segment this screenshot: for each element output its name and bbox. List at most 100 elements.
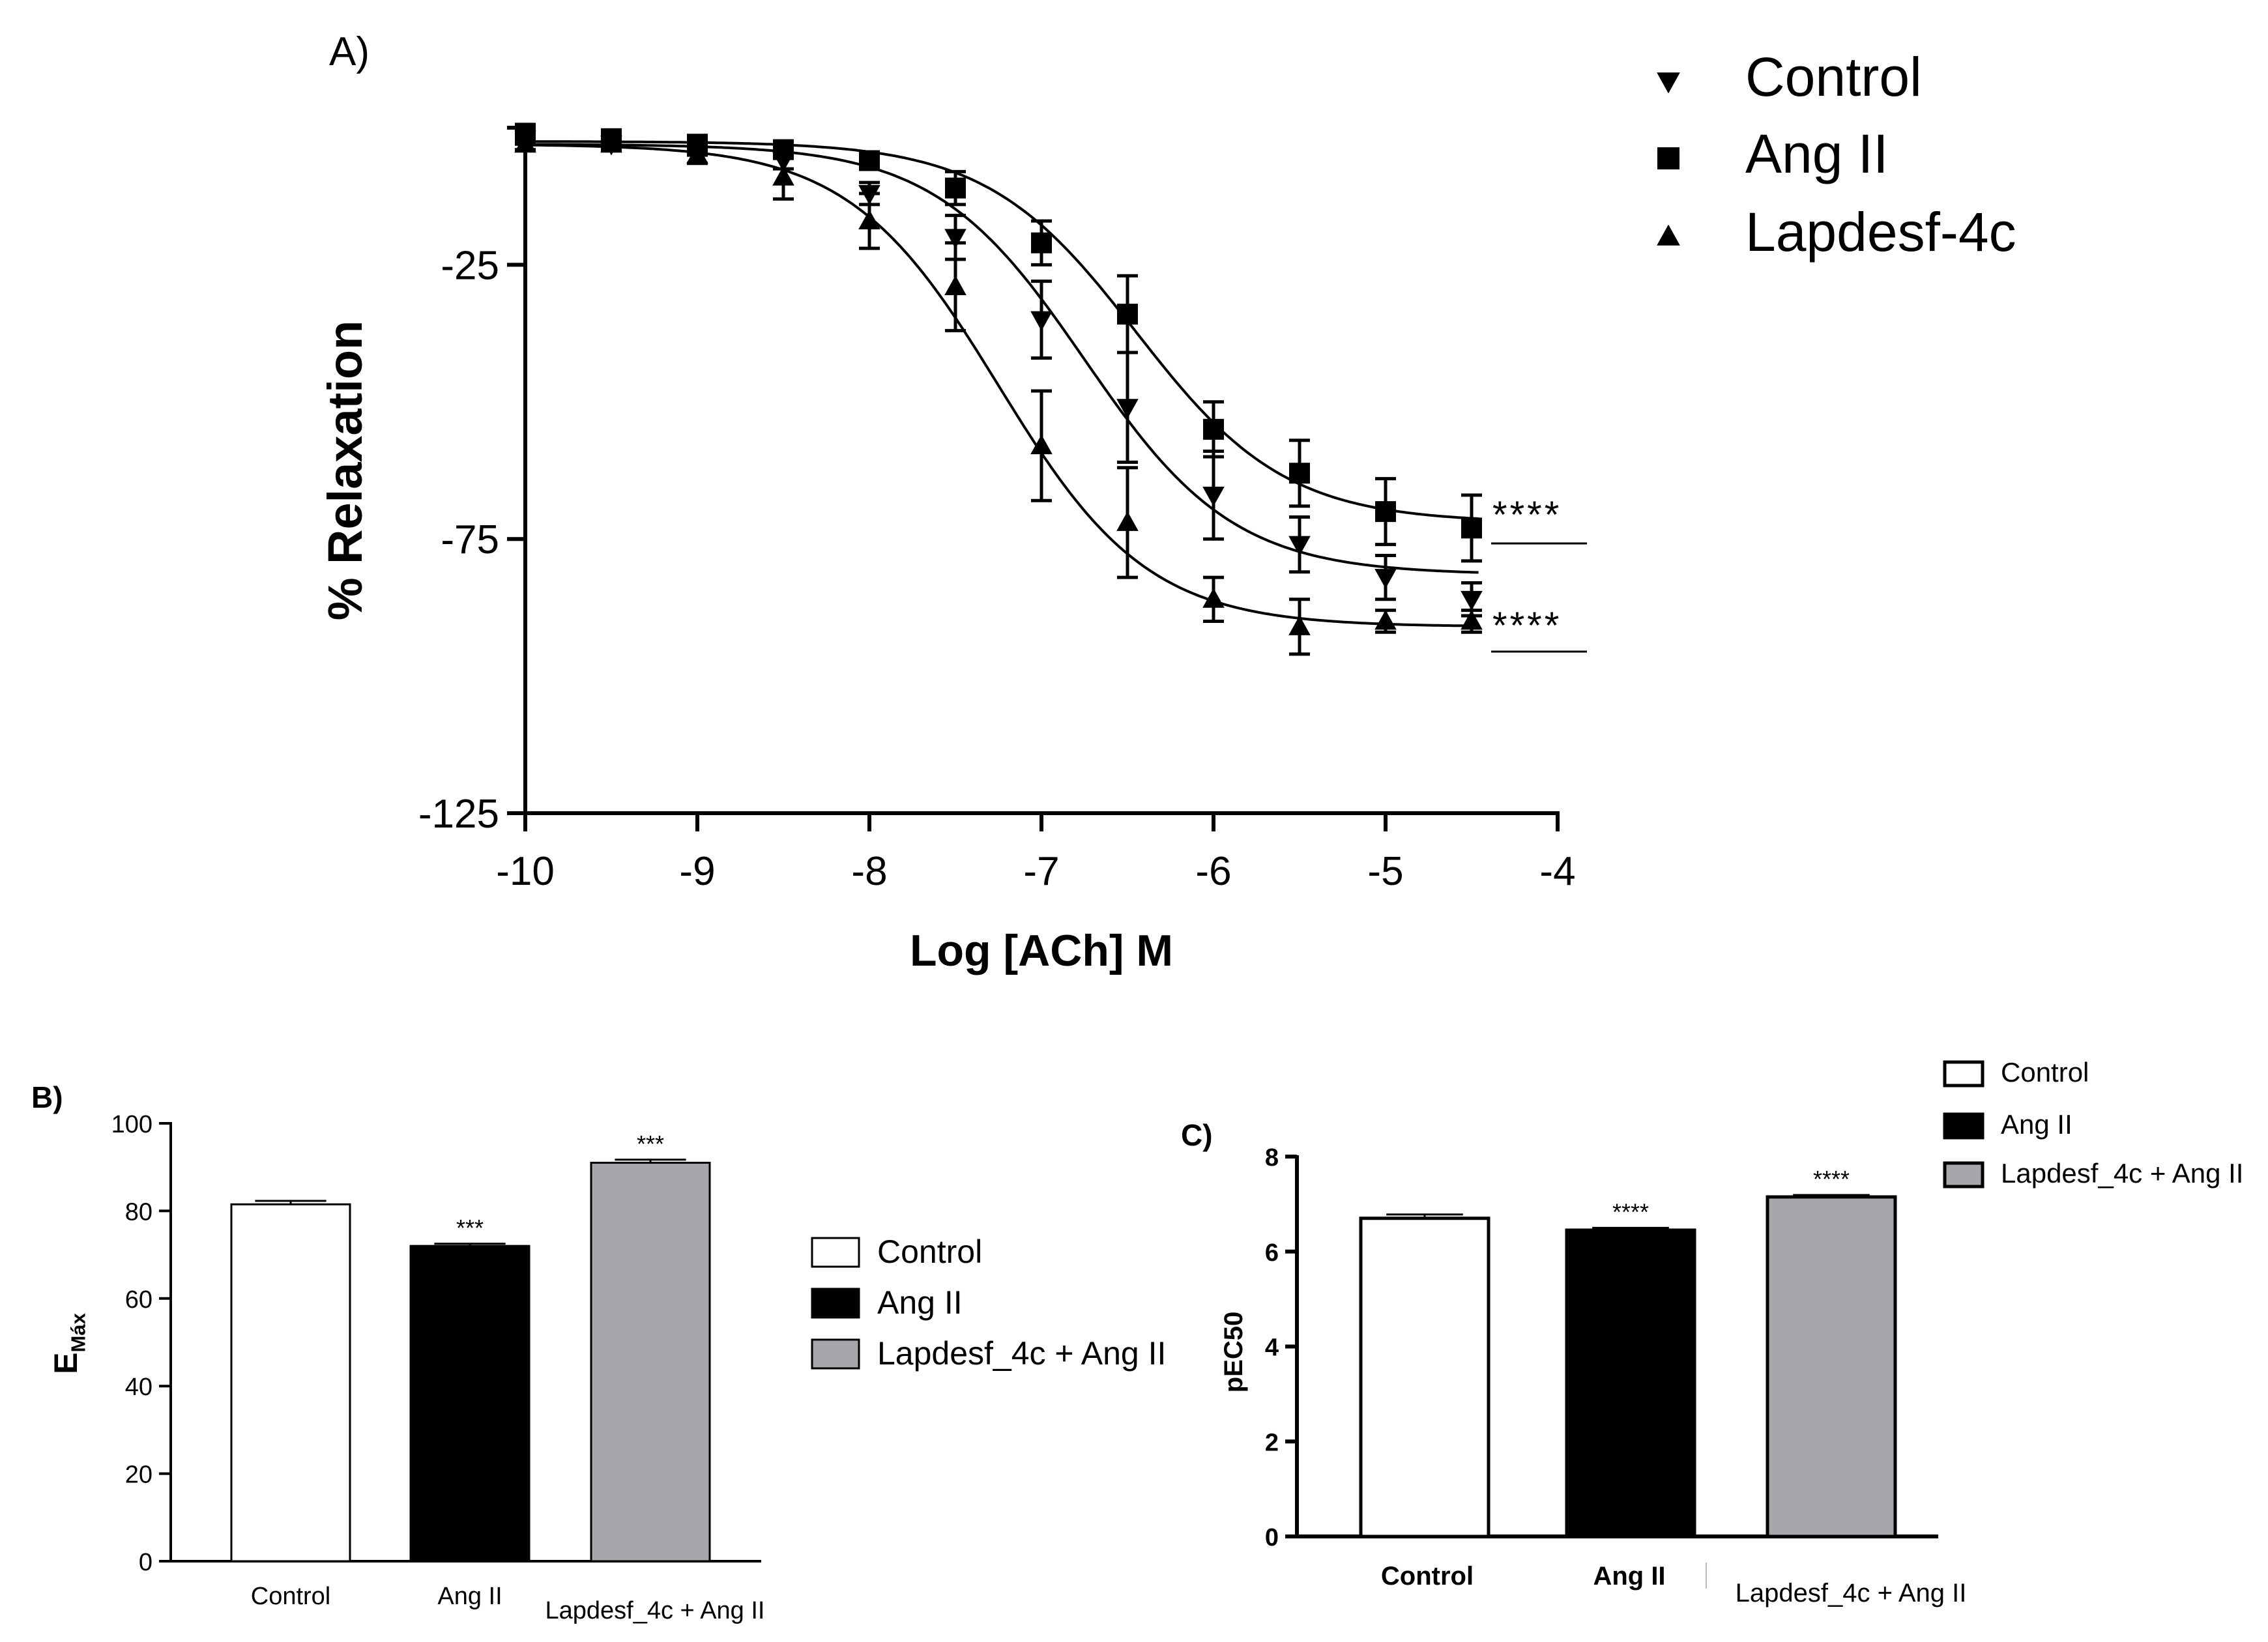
panel-a-point-square (1461, 517, 1482, 539)
panel-a-label: A) (329, 29, 370, 74)
panel-a-y-tick-label: -75 (441, 517, 499, 562)
y-tick-label: 2 (1265, 1429, 1279, 1456)
y-tick-label: 40 (125, 1374, 153, 1401)
panel-a-point-triangle-down (1202, 486, 1225, 507)
y-tick-label: 0 (1265, 1524, 1279, 1551)
category-label: Lapdesf_4c + Ang II (1736, 1579, 1967, 1607)
bar-1 (1359, 1217, 1490, 1538)
bar-2 (409, 1245, 531, 1563)
y-axis-title: EMáx (48, 1312, 90, 1374)
panel-a-dose-response-chart: A) -10 -9 -8 -7 -6 -5 -4 -25 -75 -125 Log [ACh] M % … (318, 29, 2016, 975)
panel-a-point-square (1289, 463, 1310, 484)
panel-a-point-triangle-up (1461, 610, 1483, 630)
y-tick-label: 80 (125, 1198, 153, 1226)
panel-a-y-tick-label: -125 (418, 792, 499, 837)
panel-a-significance-mark: **** (1492, 494, 1562, 536)
panel-a-legend-label: Lapdesf-4c (1745, 201, 2016, 263)
panel-a-legend-marker-triangle-down (1657, 72, 1680, 94)
panel-a-point-triangle-up (1116, 511, 1139, 531)
panel-a-point-square (945, 177, 966, 199)
significance-mark: **** (1813, 1166, 1850, 1192)
y-tick-label: 100 (111, 1111, 153, 1138)
panel-a-x-tick-label: -4 (1539, 849, 1575, 894)
category-label: Control (251, 1583, 331, 1610)
legend-swatch (811, 1237, 860, 1268)
y-axis-title-main: E (48, 1352, 84, 1374)
y-axis-title-subscript: Máx (67, 1312, 90, 1352)
panel-a-point-square (1375, 501, 1396, 523)
y-tick-label: 60 (125, 1286, 153, 1314)
panel-a-point-triangle-up (772, 166, 794, 186)
panel-a-point-triangle-up (600, 132, 622, 153)
panel-a-fit-curve-0 (525, 143, 1479, 574)
legend-swatch (1943, 1161, 1984, 1188)
panel-a-point-triangle-down (1374, 569, 1397, 589)
panel-a-point-square (859, 150, 880, 171)
panel-a-point-square (1031, 232, 1052, 253)
bar-3 (590, 1161, 711, 1563)
y-tick-label: 6 (1265, 1239, 1279, 1267)
panel-a-point-triangle-up (858, 209, 880, 230)
bar-3 (1766, 1195, 1897, 1538)
category-label: Ang II (437, 1583, 502, 1610)
panel-a-legend-label: Control (1745, 46, 1922, 108)
panel-a-point-triangle-down (944, 229, 967, 249)
category-label: Ang II (1593, 1562, 1665, 1591)
legend-label: Ang II (877, 1284, 963, 1321)
panel-a-point-triangle-up (514, 132, 536, 153)
panel-a-fit-curve-2 (525, 143, 1479, 627)
panel-a-point-square (1117, 304, 1138, 325)
significance-mark: *** (456, 1215, 484, 1241)
panel-a-point-triangle-up (686, 143, 708, 164)
panel-a-x-tick-label: -9 (679, 849, 715, 894)
y-tick-label: 8 (1265, 1144, 1279, 1172)
legend-label: Control (2001, 1057, 2089, 1087)
legend-swatch (1943, 1112, 1984, 1140)
panel-a-point-triangle-down (1030, 311, 1053, 331)
panel-b-emax-bar-chart: B) 0 20 40 60 80 100 EMáx Control *** Ang II *** Lap… (31, 1080, 1166, 1624)
legend-label: Control (877, 1233, 982, 1270)
legend-swatch (1943, 1060, 1984, 1087)
panel-a-x-tick-label: -10 (496, 849, 555, 894)
bar-2 (1565, 1228, 1696, 1538)
panel-a-point-triangle-down (1116, 399, 1139, 419)
panel-a-x-axis-title: Log [ACh] M (910, 926, 1173, 975)
legend-swatch (811, 1288, 860, 1319)
y-axis-title-main: pEC50 (1219, 1312, 1248, 1393)
panel-c-label: C) (1181, 1118, 1213, 1152)
bar-1 (230, 1203, 351, 1563)
panel-a-legend-marker-triangle-up (1657, 224, 1680, 246)
significance-mark: *** (637, 1131, 664, 1157)
legend-label: Ang II (2001, 1109, 2072, 1140)
category-label: Lapdesf_4c + Ang II (545, 1597, 765, 1624)
y-tick-label: 0 (139, 1549, 153, 1576)
y-tick-label: 20 (125, 1462, 153, 1489)
category-label: Control (1381, 1562, 1474, 1591)
panel-a-y-axis-title: % Relaxation (318, 321, 372, 621)
panel-a-fit-curve-1 (525, 140, 1479, 520)
panel-a-point-triangle-up (1288, 615, 1311, 635)
legend-swatch (811, 1338, 860, 1370)
panel-a-point-triangle-down (1288, 536, 1311, 556)
panel-a-point-triangle-up (1202, 588, 1225, 608)
panel-a-point-triangle-up (944, 275, 967, 296)
legend-label: Lapdesf_4c + Ang II (2001, 1158, 2243, 1188)
panel-a-legend-marker-square (1657, 147, 1679, 169)
panel-b-label: B) (31, 1080, 63, 1114)
significance-mark: **** (1612, 1198, 1649, 1225)
legend-label: Lapdesf_4c + Ang II (877, 1335, 1166, 1372)
panel-a-y-tick-label: -25 (441, 243, 499, 288)
panel-a-point-square (1203, 418, 1224, 440)
panel-a-point-triangle-up (1030, 434, 1053, 455)
panel-a-point-triangle-down (1461, 590, 1483, 611)
panel-a-x-tick-label: -5 (1367, 849, 1403, 894)
y-tick-label: 4 (1265, 1334, 1279, 1362)
panel-a-x-tick-label: -8 (851, 849, 887, 894)
panel-a-point-triangle-up (1374, 610, 1397, 630)
panel-c-pec50-bar-chart: C) 0 2 4 6 8 pEC50 Control **** Ang II **** Lapdesf… (1181, 1057, 2243, 1607)
y-axis-title: pEC50 (1219, 1312, 1248, 1393)
panel-a-x-tick-label: -7 (1023, 849, 1059, 894)
panel-a-legend-label: Ang II (1745, 123, 1888, 184)
panel-a-significance-mark: **** (1492, 605, 1562, 647)
